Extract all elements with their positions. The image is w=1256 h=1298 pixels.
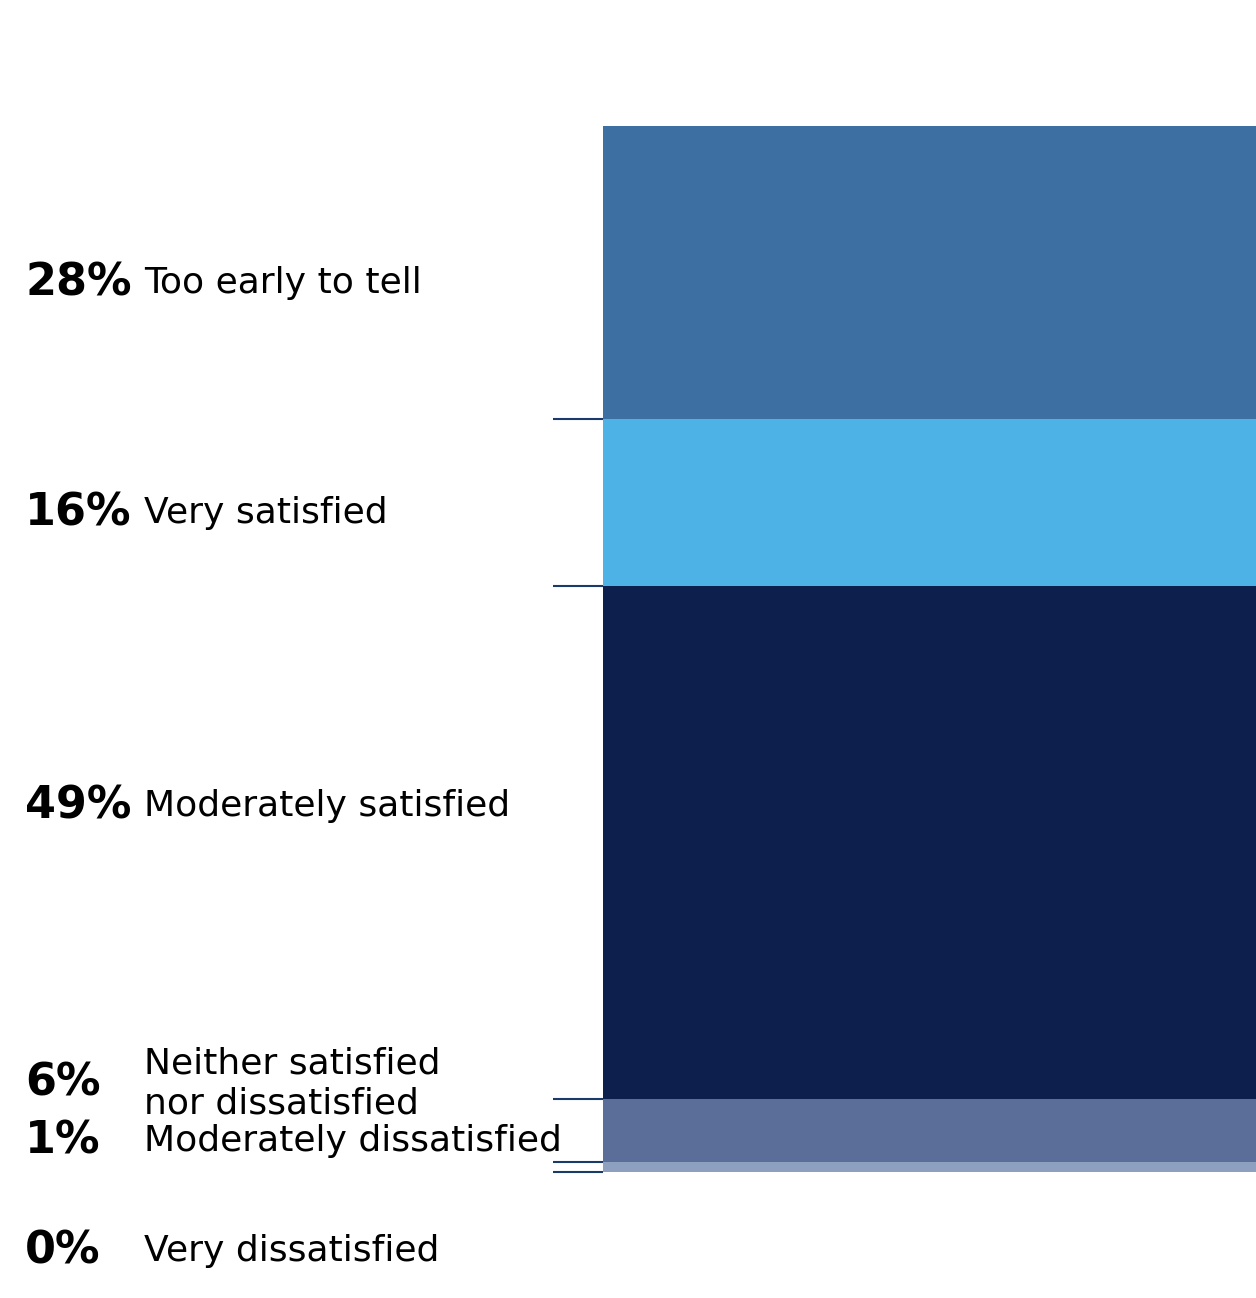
Text: Very dissatisfied: Very dissatisfied	[144, 1234, 440, 1268]
Text: 49%: 49%	[25, 784, 132, 828]
Text: Moderately satisfied: Moderately satisfied	[144, 789, 511, 823]
Bar	[603, 126, 1256, 419]
Text: 6%: 6%	[25, 1062, 100, 1105]
Bar	[603, 1099, 1256, 1162]
Text: 1%: 1%	[25, 1119, 100, 1163]
Text: Too early to tell: Too early to tell	[144, 266, 422, 300]
Text: 28%: 28%	[25, 261, 132, 304]
Bar	[603, 1162, 1256, 1172]
Text: 16%: 16%	[25, 492, 132, 535]
Text: Neither satisfied
nor dissatisfied: Neither satisfied nor dissatisfied	[144, 1046, 441, 1120]
Bar	[603, 587, 1256, 1099]
Bar	[603, 419, 1256, 587]
Text: Moderately dissatisfied: Moderately dissatisfied	[144, 1124, 563, 1158]
Text: 0%: 0%	[25, 1229, 100, 1272]
Text: Very satisfied: Very satisfied	[144, 496, 388, 530]
